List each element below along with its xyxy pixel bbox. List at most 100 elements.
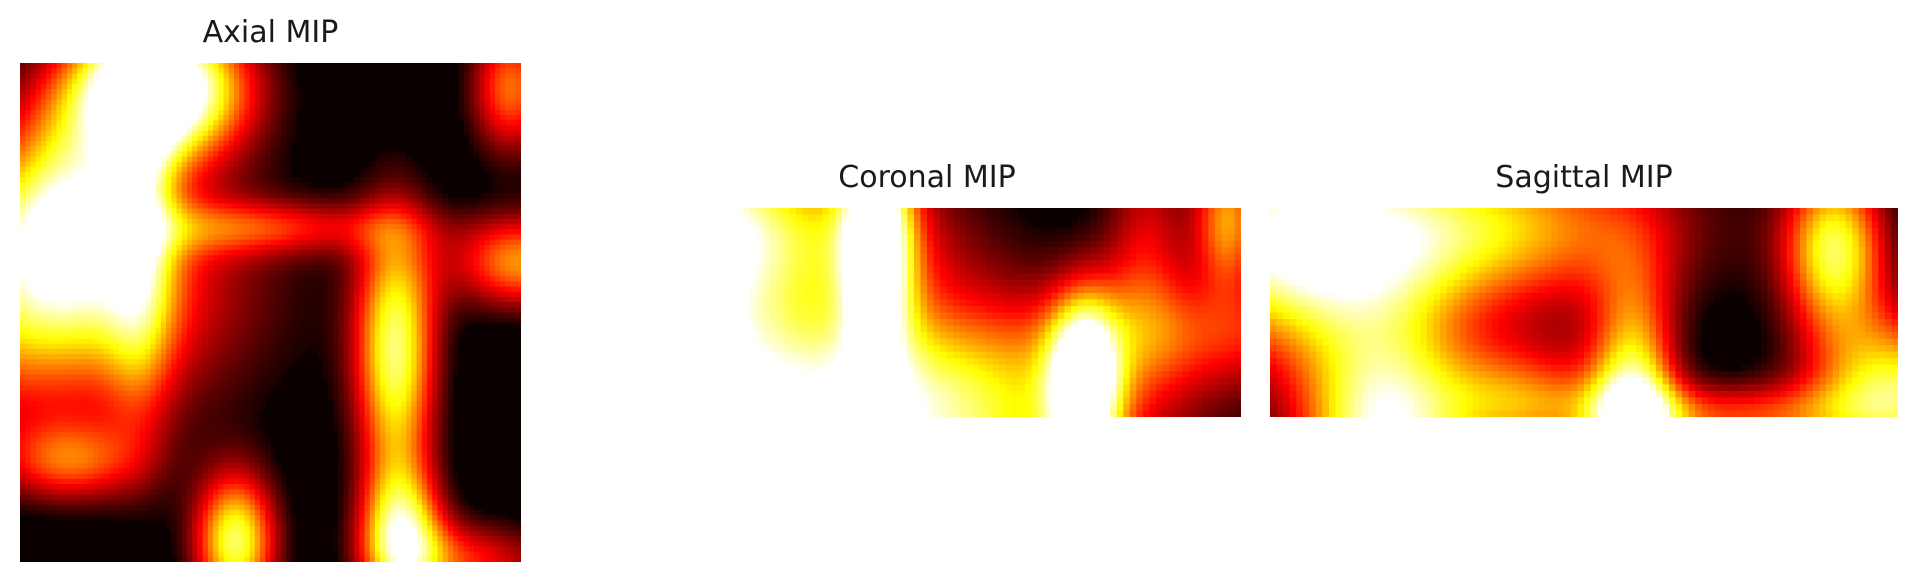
heatmap-cell xyxy=(56,286,63,293)
heatmap-cell xyxy=(463,229,470,236)
heatmap-cell xyxy=(515,114,521,121)
heatmap-cell xyxy=(416,244,423,251)
heatmap-cell xyxy=(108,317,115,324)
heatmap-cell xyxy=(207,182,214,189)
heatmap-cell xyxy=(307,130,313,137)
heatmap-cell xyxy=(270,94,277,100)
heatmap-cell xyxy=(134,99,141,106)
heatmap-cell xyxy=(510,78,517,85)
heatmap-cell xyxy=(66,94,73,100)
heatmap-cell xyxy=(213,198,219,204)
heatmap-cell xyxy=(66,270,73,277)
heatmap-cell xyxy=(82,177,89,184)
heatmap-cell xyxy=(390,156,397,163)
heatmap-cell xyxy=(51,244,58,251)
heatmap-cell xyxy=(364,265,371,272)
heatmap-cell xyxy=(395,203,402,210)
heatmap-cell xyxy=(301,120,308,126)
heatmap-cell xyxy=(364,172,371,178)
heatmap-cell xyxy=(280,291,287,298)
heatmap-cell xyxy=(380,73,386,80)
heatmap-cell xyxy=(348,250,355,256)
heatmap-cell xyxy=(275,224,282,230)
heatmap-cell xyxy=(56,312,63,319)
heatmap-cell xyxy=(244,260,251,267)
heatmap-cell xyxy=(395,270,402,277)
heatmap-cell xyxy=(166,307,172,314)
heatmap-cell xyxy=(385,224,392,230)
heatmap-cell xyxy=(150,99,157,106)
heatmap-cell xyxy=(369,109,376,116)
heatmap-cell xyxy=(296,140,303,147)
heatmap-cell xyxy=(291,296,298,303)
heatmap-cell xyxy=(270,317,277,324)
heatmap-cell xyxy=(307,146,313,152)
heatmap-cell xyxy=(348,260,355,267)
heatmap-cell xyxy=(124,135,131,142)
heatmap-cell xyxy=(338,208,345,215)
heatmap-cell xyxy=(239,296,246,303)
heatmap-cell xyxy=(134,250,141,256)
axial-mip-title: Axial MIP xyxy=(202,15,339,50)
heatmap-cell xyxy=(93,265,99,272)
heatmap-cell xyxy=(254,291,261,298)
heatmap-cell xyxy=(77,182,84,189)
heatmap-cell xyxy=(244,224,251,230)
heatmap-cell xyxy=(233,63,240,69)
heatmap-cell xyxy=(390,135,397,142)
heatmap-cell xyxy=(338,218,345,225)
heatmap-cell xyxy=(421,229,428,236)
heatmap-cell xyxy=(312,192,319,199)
heatmap-cell xyxy=(72,296,79,303)
heatmap-cell xyxy=(333,125,339,132)
heatmap-cell xyxy=(296,265,303,272)
heatmap-cell xyxy=(354,302,360,308)
heatmap-cell xyxy=(479,156,486,163)
heatmap-cell xyxy=(296,270,303,277)
heatmap-cell xyxy=(484,156,491,163)
heatmap-cell xyxy=(322,213,329,220)
heatmap-cell xyxy=(228,198,235,204)
heatmap-cell xyxy=(453,286,459,293)
heatmap-cell xyxy=(406,302,413,308)
heatmap-cell xyxy=(510,224,517,230)
heatmap-cell xyxy=(72,260,79,267)
heatmap-cell xyxy=(359,156,366,163)
heatmap-cell xyxy=(140,218,146,225)
heatmap-cell xyxy=(40,234,47,241)
heatmap-cell xyxy=(160,151,167,158)
heatmap-cell xyxy=(286,229,292,236)
heatmap-cell xyxy=(296,78,303,85)
heatmap-cell xyxy=(192,208,199,215)
heatmap-cell xyxy=(61,73,68,80)
heatmap-cell xyxy=(197,73,204,80)
heatmap-cell xyxy=(390,83,397,90)
heatmap-cell xyxy=(317,109,324,116)
heatmap-cell xyxy=(30,317,37,324)
heatmap-cell xyxy=(171,328,178,334)
heatmap-cell xyxy=(56,120,63,126)
heatmap-cell xyxy=(140,88,146,95)
heatmap-cell xyxy=(505,255,512,262)
heatmap-cell xyxy=(202,307,209,314)
heatmap-cell xyxy=(25,203,32,210)
heatmap-cell xyxy=(124,114,131,121)
heatmap-cell xyxy=(207,151,214,158)
heatmap-cell xyxy=(291,203,298,210)
heatmap-cell xyxy=(124,156,131,163)
heatmap-cell xyxy=(411,135,418,142)
heatmap-cell xyxy=(223,260,230,267)
heatmap-cell xyxy=(343,156,350,163)
heatmap-cell xyxy=(437,192,444,199)
heatmap-cell xyxy=(129,73,136,80)
heatmap-cell xyxy=(108,270,115,277)
heatmap-cell xyxy=(348,109,355,116)
heatmap-cell xyxy=(312,281,319,288)
heatmap-cell xyxy=(468,172,475,178)
heatmap-cell xyxy=(129,302,136,308)
heatmap-cell xyxy=(103,63,110,69)
heatmap-cell xyxy=(400,265,407,272)
heatmap-cell xyxy=(207,114,214,121)
heatmap-cell xyxy=(275,322,282,329)
heatmap-cell xyxy=(171,213,178,220)
